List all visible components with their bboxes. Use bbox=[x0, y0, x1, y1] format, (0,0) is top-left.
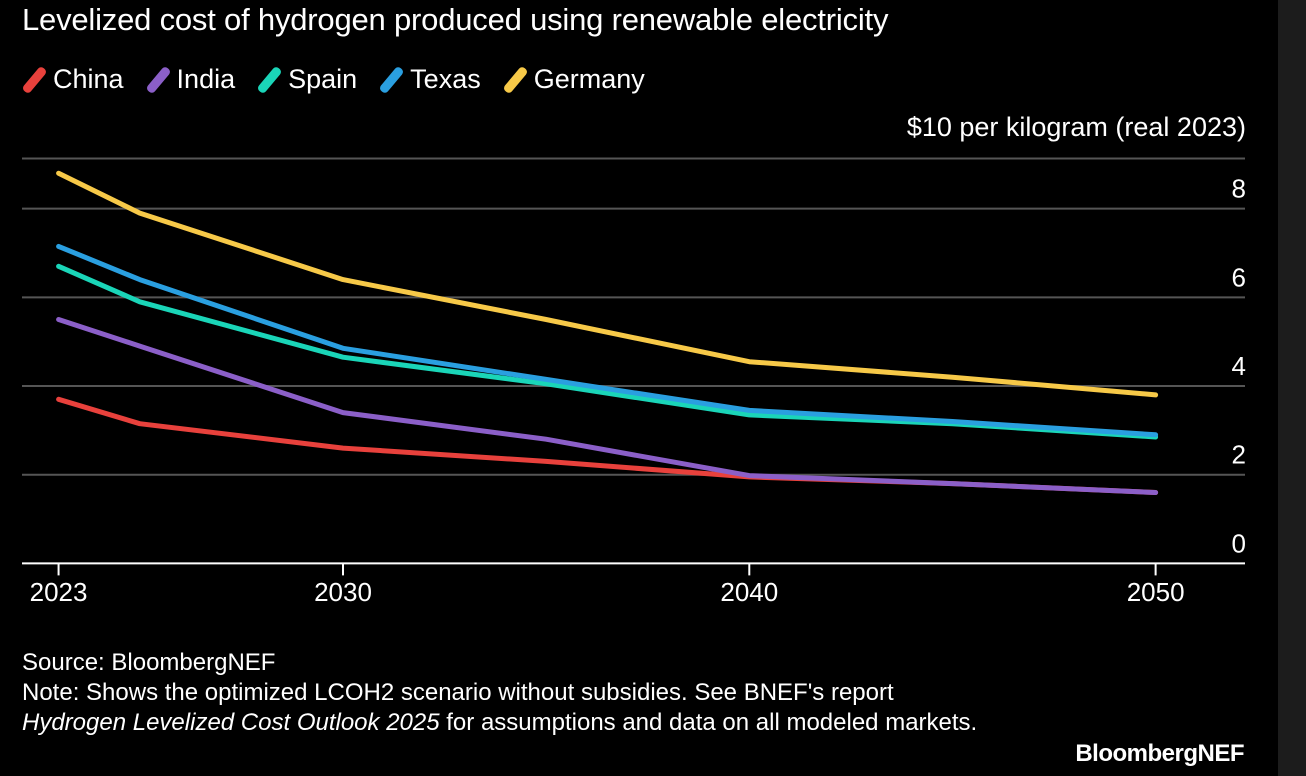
legend-item-germany: Germany bbox=[502, 64, 645, 95]
chart-title: Levelized cost of hydrogen produced usin… bbox=[22, 2, 889, 37]
x-tick-label-2040: 2040 bbox=[720, 577, 778, 607]
legend-label-india: India bbox=[176, 64, 236, 94]
legend-item-spain: Spain bbox=[256, 64, 358, 95]
report-title: Hydrogen Levelized Cost Outlook 2025 bbox=[22, 709, 440, 736]
chart-footer: Source: BloombergNEF Note: Shows the opt… bbox=[22, 648, 1002, 738]
note-text-start: Note: Shows the optimized LCOH2 scenario… bbox=[22, 679, 894, 706]
y-tick-label-6: 6 bbox=[1232, 262, 1246, 292]
legend-label-china: China bbox=[53, 64, 124, 94]
legend-item-china: China bbox=[21, 64, 124, 95]
brand-logo: BloombergNEF bbox=[1075, 740, 1244, 767]
line-chart: 0 2 4 6 8 2023 2030 2040 2050 bbox=[22, 157, 1246, 607]
y-tick-label-4: 4 bbox=[1232, 351, 1246, 381]
series-line-spain bbox=[56, 263, 1159, 440]
right-edge-strip bbox=[1278, 0, 1306, 776]
y-tick-label-2: 2 bbox=[1232, 440, 1246, 470]
y-axis-unit-label: $10 per kilogram (real 2023) bbox=[906, 112, 1246, 142]
chart-legend: China India Spain Texas Germany bbox=[21, 64, 667, 95]
series-line-india bbox=[56, 317, 1159, 495]
x-tick-label-2030: 2030 bbox=[314, 577, 372, 607]
series-line-texas bbox=[56, 243, 1159, 438]
methodology-note: Note: Shows the optimized LCOH2 scenario… bbox=[22, 678, 1002, 738]
legend-label-spain: Spain bbox=[288, 64, 358, 94]
x-tick-label-2023: 2023 bbox=[30, 577, 88, 607]
x-tick-label-2050: 2050 bbox=[1127, 577, 1185, 607]
y-tick-label-8: 8 bbox=[1232, 174, 1246, 204]
legend-label-germany: Germany bbox=[533, 64, 645, 94]
legend-item-india: India bbox=[144, 64, 236, 95]
legend-label-texas: Texas bbox=[410, 64, 481, 94]
y-tick-label-0: 0 bbox=[1232, 528, 1246, 558]
source-note: Source: BloombergNEF bbox=[22, 649, 276, 676]
series-line-germany bbox=[56, 170, 1159, 398]
note-text-end: for assumptions and data on all modeled … bbox=[439, 709, 978, 736]
legend-item-texas: Texas bbox=[378, 64, 481, 95]
series-line-china bbox=[56, 396, 1159, 495]
